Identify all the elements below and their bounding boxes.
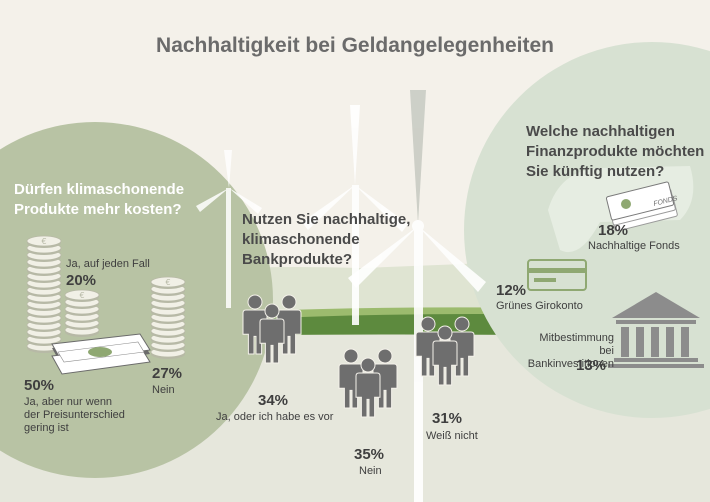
coin [26,235,62,247]
person-head [420,316,436,332]
right-a3-line1: Mitbestimmung bei [539,332,614,357]
middle-question: Nutzen Sie nachhaltige, klimaschonende B… [242,210,410,270]
right-a2-label: Grünes Girokonto [496,300,583,312]
coin-stack-middle: € [64,289,100,337]
right-a3-line2: Bankinvestitionen [527,358,614,370]
left-a3-value: 27% [152,365,183,382]
turbine-left [196,150,262,308]
middle-a1-value: 34% [258,392,289,409]
left-a2-value: 50% [24,377,55,394]
middle-a3-label: Weiß nicht [426,430,478,442]
left-a3-label: Nein [152,384,175,396]
middle-question-line2: klimaschonende [242,231,360,248]
money-bundle-icon [51,333,151,375]
left-question-line1: Dürfen klimaschonende [14,181,185,198]
left-question-line2: Produkte mehr kosten? [14,201,182,218]
right-a2-value: 12% [496,282,527,299]
person-head [247,294,263,310]
middle-a1-label: Ja, oder ich habe es vor [216,411,334,423]
coin-stack-left: € [26,235,62,353]
coin [64,289,100,301]
right-a3-label: Mitbestimmung bei Bankinvestitionen [524,332,614,371]
middle-a2-label: Nein [359,465,382,477]
person-head [281,294,297,310]
coin [150,276,186,288]
left-a1-label: Ja, auf jeden Fall [66,258,150,270]
bank-temple-icon [608,292,704,368]
person-head [377,348,393,364]
person-body [259,318,285,364]
person-body [432,340,458,386]
person-body [355,372,381,418]
green-card-icon [527,259,587,291]
person-head [437,325,453,341]
person-head [360,357,376,373]
left-circle [0,122,273,478]
middle-question-line1: Nutzen Sie nachhaltige, [242,211,411,228]
turbine-middle [302,105,408,325]
person-head [264,303,280,319]
right-a3-value: 13% [576,357,607,374]
people-group-no [338,348,398,418]
euro-icon: € [41,237,46,246]
coin-stack-right: € [150,276,186,359]
right-question-line2: Finanzprodukte möchten [526,143,705,160]
euro-icon: € [165,278,170,287]
middle-question-line3: Bankprodukte? [242,251,353,268]
middle-a2-value: 35% [354,446,385,463]
right-a1-value: 18% [598,222,629,239]
left-a2-label: Ja, aber nur wenn der Preisunterschied g… [24,396,125,435]
euro-icon: € [79,291,84,300]
page-title: Nachhaltigkeit bei Geldangelegenheiten [156,34,554,57]
right-question-line1: Welche nachhaltigen [526,123,675,140]
person-head [454,316,470,332]
middle-a3-value: 31% [432,410,463,427]
left-question: Dürfen klimaschonende Produkte mehr kost… [14,180,184,220]
left-a1-value: 20% [66,272,97,289]
person-head [343,348,359,364]
turbine-right [348,90,486,502]
fonds-certificate-icon: FONDS [605,181,679,232]
people-group-yes [242,294,302,364]
right-question: Welche nachhaltigen Finanzprodukte möcht… [526,122,704,182]
people-group-unsure [415,316,475,386]
right-question-line3: Sie künftig nutzen? [526,163,665,180]
left-a2-line2: der Preisunterschied [24,409,125,421]
left-a2-line1: Ja, aber nur wenn [24,396,113,408]
right-a1-label: Nachhaltige Fonds [588,240,680,252]
left-a2-line3: gering ist [24,422,69,434]
